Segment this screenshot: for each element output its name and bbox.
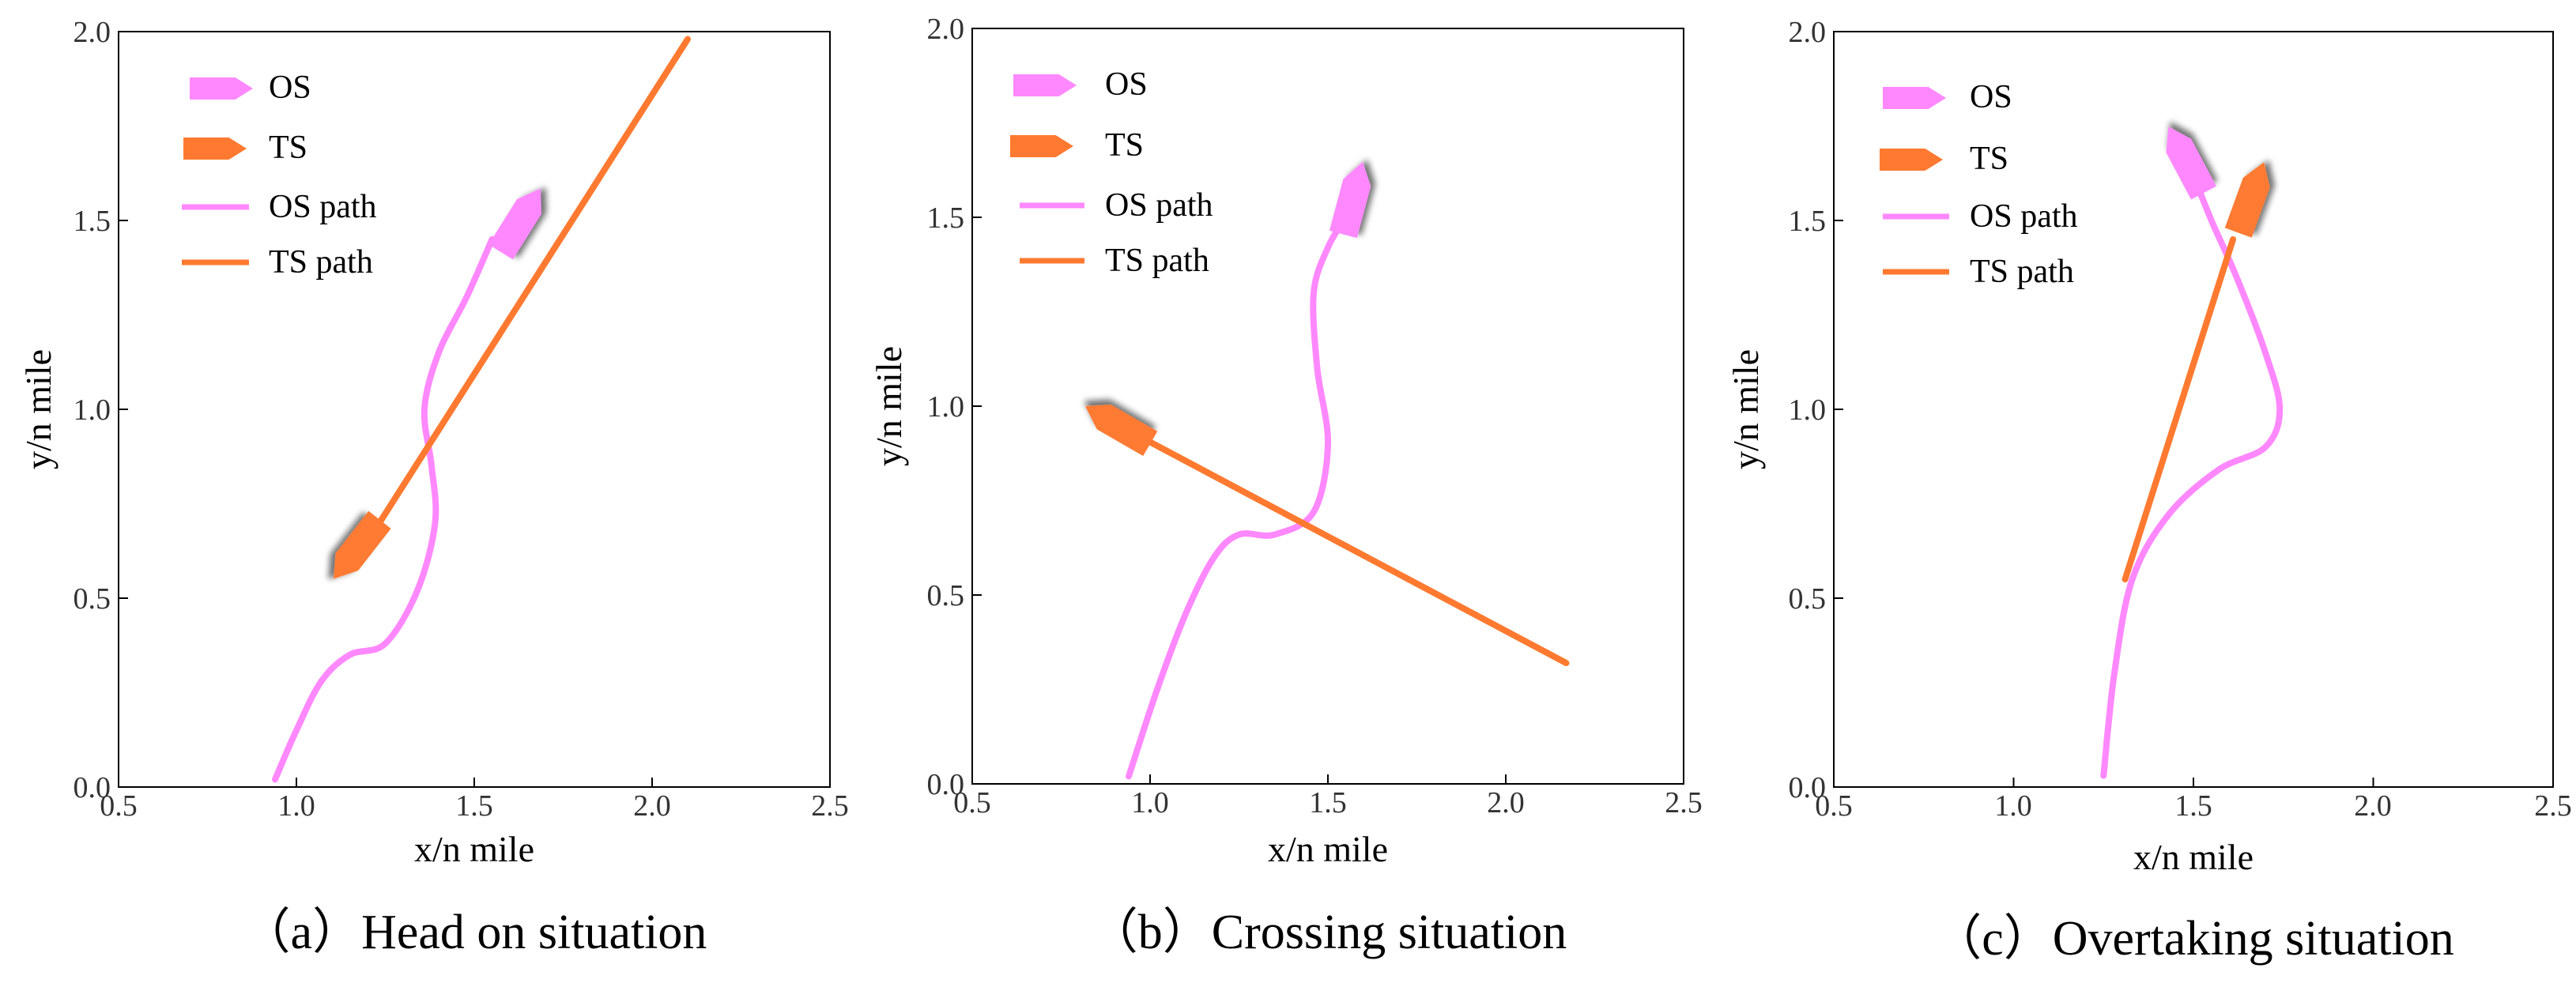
x-axis-label: x/n mile	[414, 829, 534, 869]
panel-caption: （b）Crossing situation	[1089, 906, 1567, 959]
os-path-line	[2100, 171, 2284, 779]
legend-label: TS path	[1105, 243, 1209, 279]
y-axis-label: y/n mile	[869, 346, 909, 466]
legend-label: TS	[1105, 127, 1144, 164]
legend-marker-ts	[183, 137, 247, 160]
x-tick-label: 1.5	[455, 789, 493, 823]
y-tick-label: 1.0	[74, 394, 111, 427]
x-tick-label: 2.0	[633, 789, 671, 823]
y-tick-label: 2.0	[1789, 16, 1827, 49]
os-path-line	[1126, 214, 1349, 780]
x-tick-label: 2.0	[1487, 786, 1525, 819]
legend: OS TS OS path TS path	[1010, 66, 1213, 279]
legend: OS TS OS path TS path	[1880, 79, 2078, 290]
panel-caption: （a）Head on situation	[242, 906, 707, 959]
x-tick-label: 0.5	[1815, 789, 1853, 823]
os-path-line	[272, 235, 496, 783]
legend-label: TS path	[269, 244, 373, 281]
legend-ts-ship	[183, 137, 247, 160]
legend-marker-os	[1013, 74, 1077, 96]
os-ship-marker	[1329, 161, 1371, 239]
y-tick-label: 2.0	[927, 13, 965, 46]
y-tick-label: 1.5	[74, 205, 111, 238]
x-tick-label: 2.0	[2354, 789, 2392, 823]
x-tick-label: 1.0	[1994, 789, 2032, 823]
os-ship-marker-hull	[2166, 126, 2216, 200]
y-tick-label: 2.0	[74, 16, 111, 49]
x-tick-label: 1.5	[2174, 789, 2212, 823]
y-tick-label: 1.0	[1789, 394, 1827, 427]
x-tick-label: 1.0	[277, 789, 315, 823]
legend-marker-os	[1883, 87, 1946, 109]
os-ship-marker-hull	[1329, 161, 1371, 239]
y-axis-label: y/n mile	[1726, 349, 1766, 469]
legend-label: TS path	[1970, 254, 2074, 290]
y-tick-label: 0.5	[927, 579, 965, 612]
os-ship-marker-hull	[488, 188, 541, 260]
x-tick-label: 1.5	[1309, 786, 1347, 819]
panel-caption: （c）Overtaking situation	[1933, 912, 2453, 966]
legend-label: TS	[1970, 141, 2008, 177]
y-tick-label: 0.0	[927, 768, 965, 801]
ts-path-line	[364, 36, 691, 545]
os-ship-marker	[2166, 126, 2216, 200]
panel-head-on: 0.5 1.0 1.5 2.0 2.5 0.0 0.5 1.0 1.5 2.0 …	[18, 16, 849, 959]
x-tick-label: 2.5	[1665, 786, 1703, 819]
x-tick-label: 1.0	[1131, 786, 1169, 819]
ts-ship-marker-hull	[2224, 162, 2270, 238]
ts-ship-marker-hull	[334, 510, 391, 579]
ts-path-line	[1129, 429, 1570, 667]
y-tick-label: 0.0	[1789, 771, 1827, 804]
x-tick-label: 2.5	[811, 789, 849, 823]
os-ship-marker	[488, 188, 541, 260]
legend-label: OS path	[1970, 198, 2078, 235]
y-tick-label: 0.5	[1789, 582, 1827, 616]
ts-path-line	[2122, 235, 2237, 583]
x-axis-label: x/n mile	[1268, 829, 1388, 869]
y-tick-label: 0.0	[74, 771, 111, 804]
ts-ship-marker	[1085, 405, 1158, 456]
legend-marker-os	[190, 77, 253, 100]
y-axis-label: y/n mile	[18, 349, 58, 469]
y-tick-label: 1.5	[927, 201, 965, 235]
legend: OS TS OS path TS path	[182, 70, 377, 281]
legend-label: OS path	[269, 189, 377, 225]
plot-frame	[971, 28, 1684, 785]
legend-ts-ship	[1880, 149, 1943, 171]
legend-os-ship	[1883, 87, 1946, 109]
y-tick-label: 0.5	[74, 582, 111, 616]
x-tick-label: 0.5	[953, 786, 991, 819]
x-tick-label: 2.5	[2534, 789, 2572, 823]
legend-marker-ts	[1010, 135, 1073, 157]
ts-ship-marker	[2224, 162, 2270, 238]
x-axis-label: x/n mile	[2133, 837, 2254, 877]
x-tick-label: 0.5	[100, 789, 138, 823]
ts-ship-marker-hull	[1085, 405, 1158, 456]
legend-ts-ship	[1010, 135, 1073, 157]
panel-crossing: 0.5 1.0 1.5 2.0 2.5 0.0 0.5 1.0 1.5 2.0 …	[869, 13, 1703, 959]
legend-label: TS	[269, 130, 307, 166]
legend-label: OS	[1105, 66, 1148, 103]
y-tick-label: 1.0	[927, 390, 965, 424]
legend-os-ship	[190, 77, 253, 100]
legend-os-ship	[1013, 74, 1077, 96]
legend-label: OS	[1970, 79, 2012, 115]
legend-label: OS	[269, 70, 311, 106]
legend-marker-ts	[1880, 149, 1943, 171]
legend-label: OS path	[1105, 187, 1213, 224]
panel-overtaking: 0.5 1.0 1.5 2.0 2.5 0.0 0.5 1.0 1.5 2.0 …	[1726, 16, 2572, 966]
y-tick-label: 1.5	[1789, 205, 1827, 238]
ts-ship-marker	[334, 510, 391, 579]
